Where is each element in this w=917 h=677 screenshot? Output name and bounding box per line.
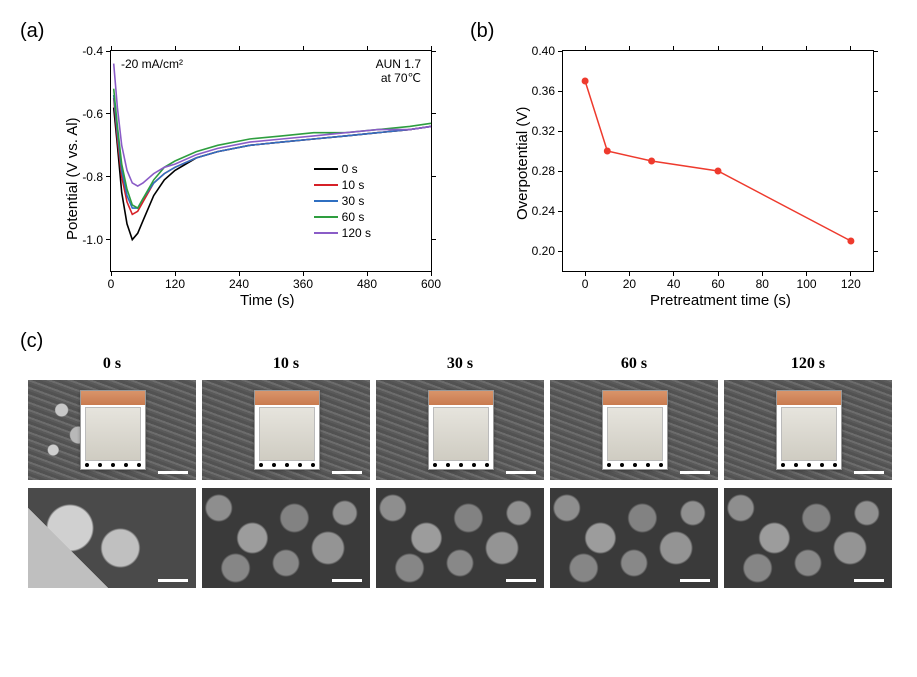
legend-item: 0 s <box>314 161 371 177</box>
panel-a-xtick: 360 <box>288 277 318 291</box>
figure: (a) -20 mA/cm² AUN 1.7 at 70℃ 0 s10 s30 … <box>20 20 897 657</box>
panel-c-column-label: 60 s <box>550 355 718 373</box>
panel-a-cond2: at 70℃ <box>376 71 421 85</box>
panel-c-column-label: 30 s <box>376 355 544 373</box>
sem-image-highmag <box>724 488 892 588</box>
panel-a-xtick: 240 <box>224 277 254 291</box>
panel-a-legend: 0 s10 s30 s60 s120 s <box>314 161 371 241</box>
panel-a-ytick: -0.4 <box>69 44 103 58</box>
panel-a-cond1: AUN 1.7 <box>376 57 421 71</box>
panel-b-chart: 0204060801001200.200.240.280.320.360.40 … <box>500 40 890 320</box>
sem-image-lowmag <box>376 380 544 480</box>
sem-image-highmag <box>202 488 370 588</box>
panel-c-row-highmag <box>28 488 892 588</box>
panel-b-xtick: 60 <box>704 277 732 291</box>
panel-c-row-lowmag <box>28 380 892 480</box>
panel-b-xtick: 40 <box>660 277 688 291</box>
panel-a-xtick: 0 <box>96 277 126 291</box>
panel-a-xtick: 480 <box>352 277 382 291</box>
panel-b-lines <box>563 51 873 271</box>
sem-image-lowmag <box>202 380 370 480</box>
optical-photo-inset <box>428 390 494 470</box>
panel-a-chart: -20 mA/cm² AUN 1.7 at 70℃ 0 s10 s30 s60 … <box>50 40 450 320</box>
legend-item: 60 s <box>314 209 371 225</box>
panel-a-label: (a) <box>20 20 44 43</box>
panel-a-plot-area: -20 mA/cm² AUN 1.7 at 70℃ 0 s10 s30 s60 … <box>110 50 432 272</box>
panel-b-plot-area: 0204060801001200.200.240.280.320.360.40 <box>562 50 874 272</box>
optical-photo-inset <box>776 390 842 470</box>
panel-b-ylabel: Overpotential (V) <box>514 107 531 220</box>
panel-b-xtick: 0 <box>571 277 599 291</box>
panel-c-label: (c) <box>20 330 43 353</box>
panel-b-xtick: 120 <box>837 277 865 291</box>
panel-a-xtick: 120 <box>160 277 190 291</box>
sem-image-highmag <box>376 488 544 588</box>
panel-a-xtick: 600 <box>416 277 446 291</box>
panel-b-ytick: 0.36 <box>521 84 555 98</box>
sem-image-highmag <box>28 488 196 588</box>
legend-item: 120 s <box>314 225 371 241</box>
panel-b-ytick: 0.20 <box>521 244 555 258</box>
panel-b-label: (b) <box>470 20 494 43</box>
panel-b-ytick: 0.40 <box>521 44 555 58</box>
sem-image-lowmag <box>724 380 892 480</box>
legend-item: 30 s <box>314 193 371 209</box>
sem-image-highmag <box>550 488 718 588</box>
panel-a-current-annot: -20 mA/cm² <box>121 57 183 71</box>
sem-image-lowmag <box>28 380 196 480</box>
optical-photo-inset <box>602 390 668 470</box>
optical-photo-inset <box>254 390 320 470</box>
legend-item: 10 s <box>314 177 371 193</box>
panel-a-ylabel: Potential (V vs. Al) <box>64 117 81 240</box>
panel-b-xlabel: Pretreatment time (s) <box>650 292 791 309</box>
optical-photo-inset <box>80 390 146 470</box>
panel-b-xtick: 20 <box>615 277 643 291</box>
panel-b-xtick: 100 <box>793 277 821 291</box>
panel-c-column-label: 10 s <box>202 355 370 373</box>
panel-c-column-label: 0 s <box>28 355 196 373</box>
panel-b-xtick: 80 <box>748 277 776 291</box>
panel-a-xlabel: Time (s) <box>240 292 294 309</box>
sem-image-lowmag <box>550 380 718 480</box>
panel-c-column-label: 120 s <box>724 355 892 373</box>
